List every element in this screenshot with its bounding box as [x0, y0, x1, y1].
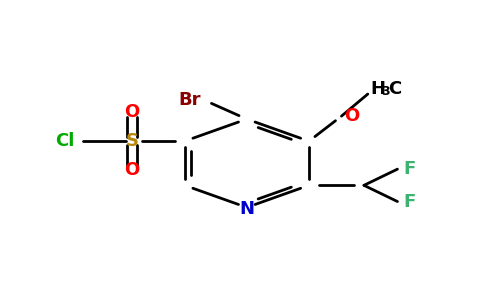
Text: H: H — [370, 80, 385, 98]
Text: O: O — [344, 106, 359, 124]
Text: O: O — [124, 161, 139, 179]
Text: 3: 3 — [381, 85, 389, 98]
Text: F: F — [403, 160, 415, 178]
Text: C: C — [388, 80, 402, 98]
Text: S: S — [125, 132, 138, 150]
Text: O: O — [124, 103, 139, 121]
Text: N: N — [239, 200, 254, 218]
Text: F: F — [403, 193, 415, 211]
Text: Br: Br — [179, 91, 201, 109]
Text: Cl: Cl — [55, 132, 75, 150]
